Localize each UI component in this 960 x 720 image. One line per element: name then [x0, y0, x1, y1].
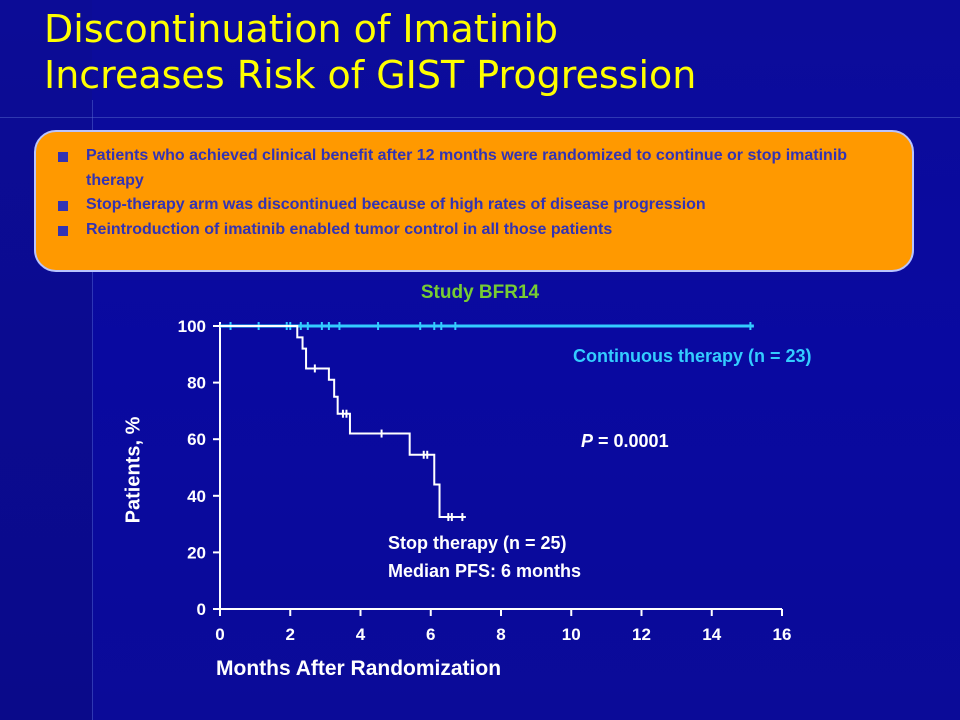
background-left-panel: [0, 0, 92, 720]
chart-title: Study BFR14: [420, 282, 540, 303]
x-tick-label: 6: [426, 625, 435, 644]
x-tick-label: 12: [632, 625, 651, 644]
x-tick-label: 10: [562, 625, 581, 644]
square-bullet-icon: [58, 201, 68, 211]
x-tick-label: 2: [286, 625, 295, 644]
square-bullet-icon: [58, 152, 68, 162]
y-tick-label: 20: [187, 543, 206, 562]
chart-axes: 0 2 4 6 8 10 12 14 16 0 20 40 60 80 100: [178, 317, 792, 644]
summary-bullet: Patients who achieved clinical benefit a…: [54, 144, 892, 193]
y-tick-label: 100: [178, 317, 206, 336]
x-tick-label: 16: [773, 625, 792, 644]
y-tick-label: 40: [187, 487, 206, 506]
p-value-label: P = 0.0001: [581, 431, 669, 451]
y-tick-label: 0: [197, 600, 206, 619]
summary-bullet-list: Patients who achieved clinical benefit a…: [54, 144, 892, 242]
p-value-symbol: P: [581, 431, 594, 451]
summary-bullet-text: Reintroduction of imatinib enabled tumor…: [86, 220, 613, 238]
slide-title-line-1: Discontinuation of Imatinib: [44, 7, 559, 51]
x-tick-label: 14: [702, 625, 721, 644]
background-right-panel: [92, 0, 960, 720]
y-tick-label: 80: [187, 374, 206, 393]
x-tick-label: 8: [496, 625, 505, 644]
summary-callout: Patients who achieved clinical benefit a…: [34, 130, 914, 272]
summary-bullet-text: Stop-therapy arm was discontinued becaus…: [86, 196, 706, 213]
background-vertical-rule: [92, 100, 93, 720]
summary-bullet: Reintroduction of imatinib enabled tumor…: [54, 218, 892, 243]
y-tick-label: 60: [187, 430, 206, 449]
summary-bullet-text: Patients who achieved clinical benefit a…: [86, 147, 848, 189]
square-bullet-icon: [58, 225, 68, 236]
p-value-number: = 0.0001: [598, 431, 669, 451]
median-pfs-label: Median PFS: 6 months: [388, 561, 581, 581]
summary-bullet: Stop-therapy arm was discontinued becaus…: [54, 193, 892, 218]
x-axis-label: Months After Randomization: [216, 657, 502, 680]
chart-series: [220, 322, 754, 522]
slide-title: Discontinuation of Imatinib Increases Ri…: [44, 6, 944, 98]
x-tick-label: 0: [215, 625, 224, 644]
stop-therapy-label: Stop therapy (n = 25): [388, 533, 567, 553]
slide-title-line-2: Increases Risk of GIST Progression: [44, 53, 697, 97]
x-tick-label: 4: [356, 625, 366, 644]
background-horizontal-rule: [0, 117, 960, 118]
stop-therapy-curve: [220, 325, 466, 519]
continuous-therapy-label: Continuous therapy (n = 23): [573, 346, 812, 366]
